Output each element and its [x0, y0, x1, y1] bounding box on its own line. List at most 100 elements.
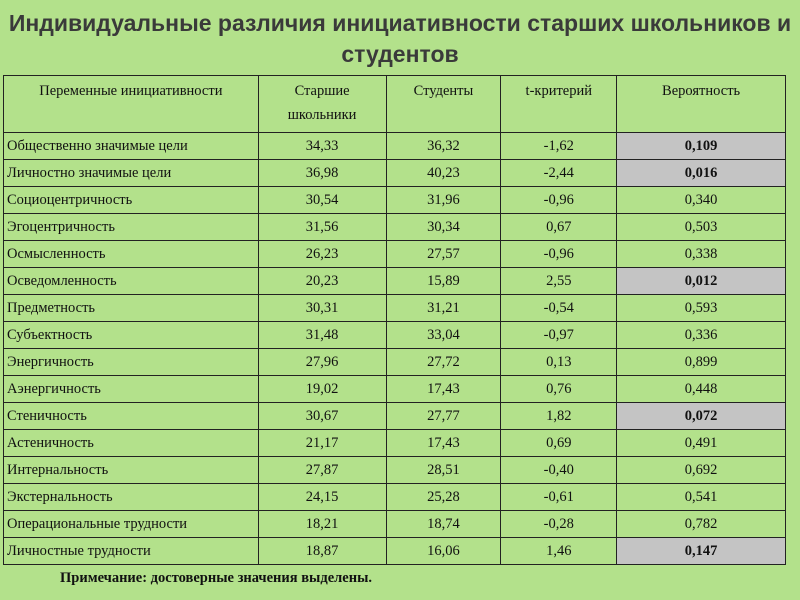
cell-probability: 0,448: [616, 375, 786, 403]
cell-probability: 0,593: [616, 294, 786, 322]
table-row: Осмысленность 26,23 27,57 -0,96 0,338: [3, 240, 786, 268]
cell-school: 30,67: [257, 402, 387, 430]
cell-variable: Эгоцентричность: [3, 213, 259, 241]
cell-variable: Осмысленность: [3, 240, 259, 268]
cell-students: 36,32: [385, 132, 502, 160]
cell-students: 28,51: [385, 456, 502, 484]
cell-students: 25,28: [385, 483, 502, 511]
cell-variable: Астеничность: [3, 429, 259, 457]
cell-variable: Личностные трудности: [3, 537, 259, 565]
cell-students: 27,77: [385, 402, 502, 430]
table-row: Личностные трудности 18,87 16,06 1,46 0,147: [3, 537, 786, 565]
cell-students: 31,21: [385, 294, 502, 322]
table-row: Энергичность 27,96 27,72 0,13 0,899: [3, 348, 786, 376]
cell-students: 18,74: [385, 510, 502, 538]
cell-variable: Социоцентричность: [3, 186, 259, 214]
table-row: Интернальность 27,87 28,51 -0,40 0,692: [3, 456, 786, 484]
cell-school: 27,96: [257, 348, 387, 376]
cell-students: 30,34: [385, 213, 502, 241]
table-row: Предметность 30,31 31,21 -0,54 0,593: [3, 294, 786, 322]
cell-t: 1,46: [500, 537, 618, 565]
cell-school: 21,17: [257, 429, 387, 457]
cell-t: -1,62: [500, 132, 618, 160]
cell-students: 15,89: [385, 267, 502, 295]
cell-probability: 0,541: [616, 483, 786, 511]
table-row: Операциональные трудности 18,21 18,74 -0,28…: [3, 510, 786, 538]
cell-students: 40,23: [385, 159, 502, 187]
cell-variable: Операциональные трудности: [3, 510, 259, 538]
cell-probability: 0,899: [616, 348, 786, 376]
slide-title: Индивидуальные различия инициативности с…: [8, 10, 792, 67]
cell-t: -0,96: [500, 186, 618, 214]
cell-school: 18,21: [257, 510, 387, 538]
table-row: Социоцентричность 30,54 31,96 -0,96 0,340: [3, 186, 786, 214]
cell-school: 18,87: [257, 537, 387, 565]
cell-t: 2,55: [500, 267, 618, 295]
cell-t: -0,96: [500, 240, 618, 268]
cell-probability: 0,072: [616, 402, 786, 430]
cell-variable: Предметность: [3, 294, 259, 322]
cell-variable: Интернальность: [3, 456, 259, 484]
cell-probability: 0,503: [616, 213, 786, 241]
cell-probability: 0,692: [616, 456, 786, 484]
cell-school: 31,56: [257, 213, 387, 241]
table-row: Аэнергичность 19,02 17,43 0,76 0,448: [3, 375, 786, 403]
cell-school: 26,23: [257, 240, 387, 268]
cell-students: 27,72: [385, 348, 502, 376]
header-probability: Вероятность: [616, 75, 786, 133]
footnote: Примечание: достоверные значения выделен…: [60, 570, 373, 586]
cell-school: 27,87: [257, 456, 387, 484]
cell-school: 31,48: [257, 321, 387, 349]
cell-school: 24,15: [257, 483, 387, 511]
cell-variable: Общественно значимые цели: [3, 132, 259, 160]
cell-school: 36,98: [257, 159, 387, 187]
cell-students: 16,06: [385, 537, 502, 565]
cell-students: 33,04: [385, 321, 502, 349]
header-t-test: t-критерий: [500, 75, 618, 133]
cell-probability: 0,340: [616, 186, 786, 214]
cell-students: 31,96: [385, 186, 502, 214]
cell-variable: Осведомленность: [3, 267, 259, 295]
cell-school: 20,23: [257, 267, 387, 295]
table-row: Общественно значимые цели 34,33 36,32 -1,62…: [3, 132, 786, 160]
header-students: Студенты: [385, 75, 502, 133]
header-variables: Переменные инициативности: [3, 75, 259, 133]
cell-t: 1,82: [500, 402, 618, 430]
cell-variable: Энергичность: [3, 348, 259, 376]
cell-t: -0,97: [500, 321, 618, 349]
cell-variable: Личностно значимые цели: [3, 159, 259, 187]
cell-t: -0,61: [500, 483, 618, 511]
cell-school: 30,31: [257, 294, 387, 322]
cell-t: 0,69: [500, 429, 618, 457]
cell-t: -0,40: [500, 456, 618, 484]
cell-school: 30,54: [257, 186, 387, 214]
cell-probability: 0,016: [616, 159, 786, 187]
cell-variable: Экстернальность: [3, 483, 259, 511]
cell-students: 17,43: [385, 429, 502, 457]
cell-students: 17,43: [385, 375, 502, 403]
cell-t: 0,13: [500, 348, 618, 376]
cell-variable: Стеничность: [3, 402, 259, 430]
cell-probability: 0,336: [616, 321, 786, 349]
cell-probability: 0,109: [616, 132, 786, 160]
cell-t: -0,54: [500, 294, 618, 322]
cell-probability: 0,338: [616, 240, 786, 268]
table-row: Экстернальность 24,15 25,28 -0,61 0,541: [3, 483, 786, 511]
cell-probability: 0,782: [616, 510, 786, 538]
cell-t: -0,28: [500, 510, 618, 538]
table-row: Субъектность 31,48 33,04 -0,97 0,336: [3, 321, 786, 349]
cell-t: 0,76: [500, 375, 618, 403]
cell-variable: Аэнергичность: [3, 375, 259, 403]
table-row: Стеничность 30,67 27,77 1,82 0,072: [3, 402, 786, 430]
cell-t: -2,44: [500, 159, 618, 187]
table-row: Осведомленность 20,23 15,89 2,55 0,012: [3, 267, 786, 295]
header-school: Старшие школьники: [257, 75, 387, 133]
cell-probability: 0,012: [616, 267, 786, 295]
table-row: Личностно значимые цели 36,98 40,23 -2,44 0,…: [3, 159, 786, 187]
table-header-row: Переменные инициативности Старшие школьн…: [3, 75, 786, 133]
cell-school: 19,02: [257, 375, 387, 403]
results-table: Переменные инициативности Старшие школьн…: [3, 75, 786, 565]
cell-t: 0,67: [500, 213, 618, 241]
cell-students: 27,57: [385, 240, 502, 268]
cell-school: 34,33: [257, 132, 387, 160]
